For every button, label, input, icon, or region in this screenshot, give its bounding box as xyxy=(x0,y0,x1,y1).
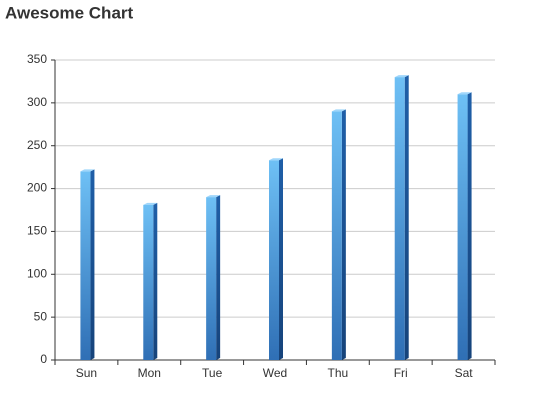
bar-top xyxy=(206,195,221,198)
bar-top xyxy=(143,202,158,205)
y-tick-label: 200 xyxy=(27,181,47,195)
bar-top xyxy=(394,75,409,78)
bar xyxy=(269,160,279,360)
bar-side xyxy=(153,202,158,360)
bar xyxy=(206,197,217,360)
bar-side xyxy=(279,158,283,360)
bar-side xyxy=(467,92,472,361)
chart-title: Awesome Chart xyxy=(5,3,134,22)
y-tick-label: 350 xyxy=(27,52,47,66)
bar-top xyxy=(80,169,95,172)
bar xyxy=(80,171,91,360)
x-tick-label: Sat xyxy=(455,366,474,380)
bar xyxy=(331,111,342,360)
y-tick-label: 0 xyxy=(40,352,47,366)
x-tick-label: Tue xyxy=(202,366,223,380)
x-tick-label: Fri xyxy=(394,366,408,380)
bar-top xyxy=(269,158,283,161)
y-tick-label: 300 xyxy=(27,95,47,109)
bar xyxy=(143,204,154,360)
x-tick-label: Wed xyxy=(263,366,287,380)
bar xyxy=(457,94,468,361)
bar-side xyxy=(216,195,221,360)
y-tick-label: 100 xyxy=(27,266,47,280)
x-tick-label: Mon xyxy=(138,366,161,380)
x-tick-label: Thu xyxy=(328,366,349,380)
bar-top xyxy=(331,109,346,112)
bar xyxy=(394,77,405,361)
y-tick-label: 150 xyxy=(27,224,47,238)
bar-side xyxy=(90,169,95,360)
bar-side xyxy=(404,75,409,361)
x-tick-label: Sun xyxy=(76,366,97,380)
y-tick-label: 50 xyxy=(34,309,48,323)
bar-side xyxy=(341,109,346,360)
y-tick-label: 250 xyxy=(27,138,47,152)
bar-top xyxy=(457,92,472,95)
